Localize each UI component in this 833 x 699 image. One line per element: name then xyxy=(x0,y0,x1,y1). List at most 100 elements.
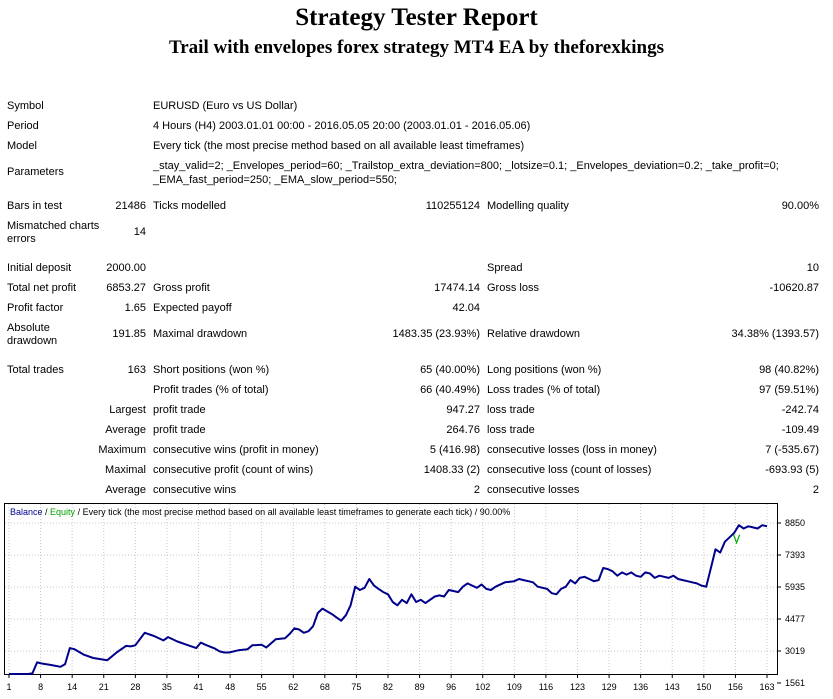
absolute-drawdown-value: 191.85 xyxy=(112,328,146,340)
x-tick-label: 109 xyxy=(507,682,522,692)
largest-loss-label: loss trade xyxy=(487,404,535,416)
gross-loss-value: -10620.87 xyxy=(769,282,819,294)
balance-line xyxy=(9,524,768,675)
absolute-drawdown-label-2: drawdown xyxy=(7,335,58,347)
x-tick-label: 8 xyxy=(38,682,43,692)
maximal-consecutive-profit-value: 1408.33 (2) xyxy=(423,464,480,476)
average-loss-label: loss trade xyxy=(487,424,535,436)
x-tick-label: 1 xyxy=(6,682,11,692)
report-title: Strategy Tester Report xyxy=(295,4,538,31)
deposit-label: Initial deposit xyxy=(7,262,72,274)
long-positions-value: 98 (40.82%) xyxy=(759,364,819,376)
average-consecutive-losses-value: 2 xyxy=(812,484,819,496)
average-label: Average xyxy=(105,424,146,436)
loss-trades-label: Loss trades (% of total) xyxy=(487,384,601,396)
x-tick-label: 150 xyxy=(696,682,711,692)
maximal-drawdown-label: Maximal drawdown xyxy=(153,328,248,340)
average-consecutive-wins-value: 2 xyxy=(473,484,480,496)
parameters-line-1: _stay_valid=2; _Envelopes_period=60; _Tr… xyxy=(153,160,779,172)
y-tick-label: 5935 xyxy=(785,582,805,592)
x-tick-label: 136 xyxy=(633,682,648,692)
x-tick-label: 82 xyxy=(383,682,393,692)
x-tick-label: 55 xyxy=(257,682,267,692)
average-profit-value: 264.76 xyxy=(446,424,480,436)
x-tick-label: 123 xyxy=(570,682,585,692)
y-tick-label: 8850 xyxy=(785,518,805,528)
quality-label: Modelling quality xyxy=(487,200,569,212)
x-tick-label: 129 xyxy=(602,682,617,692)
x-tick-label: 163 xyxy=(759,682,774,692)
balance-chart: Balance / Equity / Every tick (the most … xyxy=(4,503,829,699)
maximal-drawdown-value: 1483.35 (23.93%) xyxy=(392,328,480,340)
x-tick-label: 35 xyxy=(162,682,172,692)
y-tick-label: 1561 xyxy=(785,678,805,688)
x-tick-label: 28 xyxy=(130,682,140,692)
absolute-drawdown-label-1: Absolute xyxy=(7,322,50,334)
x-tick-label: 89 xyxy=(415,682,425,692)
bars-label: Bars in test xyxy=(7,200,63,212)
loss-trades-value: 97 (59.51%) xyxy=(759,384,819,396)
period-label: Period xyxy=(7,120,39,132)
expected-payoff-label: Expected payoff xyxy=(153,302,232,314)
profit-factor-label: Profit factor xyxy=(7,302,64,314)
total-trades-value: 163 xyxy=(127,364,146,376)
gross-profit-label: Gross profit xyxy=(153,282,210,294)
net-profit-value: 6853.27 xyxy=(106,282,146,294)
spread-value: 10 xyxy=(806,262,819,274)
ticks-label: Ticks modelled xyxy=(153,200,226,212)
parameters-line-2: _EMA_fast_period=250; _EMA_slow_period=5… xyxy=(153,174,397,186)
maximal-consecutive-loss-label: consecutive loss (count of losses) xyxy=(487,464,652,476)
gross-profit-value: 17474.14 xyxy=(434,282,480,294)
bars-value: 21486 xyxy=(115,200,146,212)
chart-legend: Balance / Equity / Every tick (the most … xyxy=(10,507,510,517)
parameters-label: Parameters xyxy=(7,166,64,178)
symbol-value: EURUSD (Euro vs US Dollar) xyxy=(153,100,298,112)
profit-trades-value: 66 (40.49%) xyxy=(420,384,480,396)
mismatch-label-1: Mismatched charts xyxy=(7,220,100,232)
x-axis-ticks: 1 8 14 21 28 35 41 48 55 62 68 75 82 89 96 102 109 116 123… xyxy=(6,674,775,692)
maximal-label: Maximal xyxy=(105,464,146,476)
period-value: 4 Hours (H4) 2003.01.01 00:00 - 2016.05.… xyxy=(153,120,531,132)
y-tick-label: 4477 xyxy=(785,614,805,624)
x-tick-label: 21 xyxy=(99,682,109,692)
x-tick-label: 48 xyxy=(225,682,235,692)
y-axis-ticks: 8850 7393 5935 4477 3019 1561 xyxy=(777,518,805,688)
x-tick-label: 116 xyxy=(539,682,553,692)
mismatch-value: 14 xyxy=(133,226,146,238)
deposit-value: 2000.00 xyxy=(106,262,146,274)
profit-factor-value: 1.65 xyxy=(124,302,146,314)
average-consecutive-losses-label: consecutive losses xyxy=(487,484,580,496)
largest-loss-value: -242.74 xyxy=(781,404,819,416)
series xyxy=(9,524,768,675)
max-consecutive-wins-label: consecutive wins (profit in money) xyxy=(153,444,319,456)
ticks-value: 110255124 xyxy=(425,200,480,212)
legend-description: / Every tick (the most precise method ba… xyxy=(75,507,510,517)
expected-payoff-value: 42.04 xyxy=(452,302,480,314)
x-tick-label: 68 xyxy=(320,682,330,692)
max-consecutive-wins-value: 5 (416.98) xyxy=(429,444,480,456)
average-consecutive-label: Average xyxy=(105,484,146,496)
relative-drawdown-label: Relative drawdown xyxy=(487,328,580,340)
short-positions-label: Short positions (won %) xyxy=(153,364,270,376)
largest-label: Largest xyxy=(109,404,146,416)
x-tick-label: 41 xyxy=(193,682,203,692)
equity-line xyxy=(733,534,741,545)
long-positions-label: Long positions (won %) xyxy=(487,364,602,376)
y-tick-label: 7393 xyxy=(785,550,805,560)
maximal-consecutive-profit-label: consecutive profit (count of wins) xyxy=(153,464,314,476)
gross-loss-label: Gross loss xyxy=(487,282,539,294)
legend-equity: Equity xyxy=(50,507,76,517)
maximum-label: Maximum xyxy=(98,444,146,456)
x-tick-label: 143 xyxy=(665,682,680,692)
total-trades-label: Total trades xyxy=(7,364,64,376)
average-consecutive-wins-label: consecutive wins xyxy=(153,484,237,496)
report-subtitle: Trail with envelopes forex strategy MT4 … xyxy=(168,37,665,58)
x-tick-label: 102 xyxy=(475,682,490,692)
max-consecutive-losses-label: consecutive losses (loss in money) xyxy=(487,444,657,456)
legend-balance: Balance xyxy=(10,507,43,517)
profit-trades-label: Profit trades (% of total) xyxy=(153,384,269,396)
x-tick-label: 96 xyxy=(446,682,456,692)
short-positions-value: 65 (40.00%) xyxy=(420,364,480,376)
relative-drawdown-value: 34.38% (1393.57) xyxy=(731,328,819,340)
maximal-consecutive-loss-value: -693.93 (5) xyxy=(765,464,819,476)
